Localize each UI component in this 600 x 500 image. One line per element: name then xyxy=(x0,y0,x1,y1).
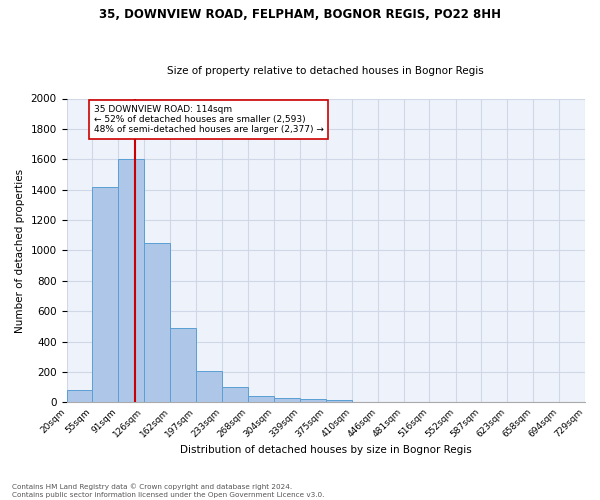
Text: 35, DOWNVIEW ROAD, FELPHAM, BOGNOR REGIS, PO22 8HH: 35, DOWNVIEW ROAD, FELPHAM, BOGNOR REGIS… xyxy=(99,8,501,20)
Y-axis label: Number of detached properties: Number of detached properties xyxy=(15,168,25,332)
Text: 35 DOWNVIEW ROAD: 114sqm
← 52% of detached houses are smaller (2,593)
48% of sem: 35 DOWNVIEW ROAD: 114sqm ← 52% of detach… xyxy=(94,104,323,134)
Bar xyxy=(118,160,144,402)
Bar xyxy=(67,390,92,402)
Title: Size of property relative to detached houses in Bognor Regis: Size of property relative to detached ho… xyxy=(167,66,484,76)
Bar xyxy=(326,400,352,402)
Bar xyxy=(274,398,300,402)
Bar xyxy=(300,399,326,402)
Bar xyxy=(92,186,118,402)
Bar xyxy=(222,386,248,402)
Bar xyxy=(170,328,196,402)
X-axis label: Distribution of detached houses by size in Bognor Regis: Distribution of detached houses by size … xyxy=(180,445,472,455)
Bar xyxy=(144,243,170,402)
Text: Contains HM Land Registry data © Crown copyright and database right 2024.
Contai: Contains HM Land Registry data © Crown c… xyxy=(12,484,325,498)
Bar xyxy=(248,396,274,402)
Bar xyxy=(196,372,222,402)
